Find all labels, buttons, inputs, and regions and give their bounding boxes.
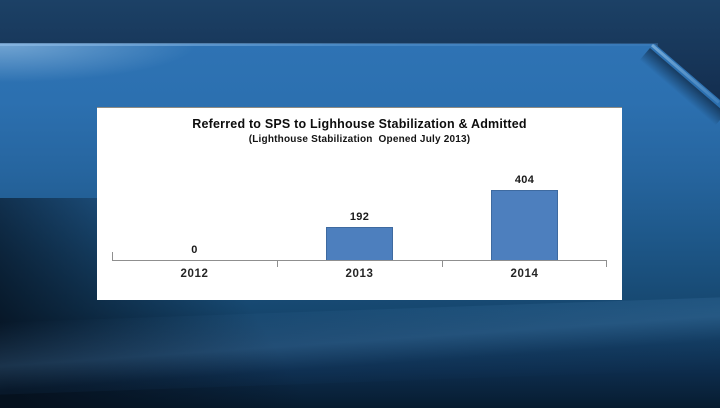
x-axis-line	[112, 252, 607, 267]
bar-group-2014: 404	[442, 148, 607, 260]
bar-value-label: 192	[349, 210, 370, 223]
bar-2013	[326, 226, 393, 260]
x-label-2014: 2014	[510, 268, 539, 280]
axis-tick	[442, 261, 443, 267]
axis-tick	[606, 261, 607, 267]
y-axis-stub	[112, 252, 113, 261]
bar-value-label: 0	[191, 244, 198, 256]
band-edge-highlight	[0, 43, 658, 46]
axis-tick	[277, 261, 278, 267]
x-label-2012: 2012	[180, 268, 209, 280]
x-label-2013: 2013	[345, 268, 374, 280]
chart-title: Referred to SPS to Lighhouse Stabilizati…	[192, 117, 527, 131]
bar-group-2013: 192	[277, 148, 442, 260]
chart-subtitle: (Lighthouse Stabilization Opened July 20…	[248, 134, 471, 145]
bar-2014	[491, 190, 558, 260]
bar-group-2012: 0	[112, 148, 277, 260]
x-axis-labels: 2012 2013 2014	[112, 268, 607, 280]
chart-panel: Referred to SPS to Lighhouse Stabilizati…	[97, 107, 622, 300]
plot-area: 0 192 404	[112, 148, 607, 260]
bar-value-label: 404	[514, 174, 535, 186]
